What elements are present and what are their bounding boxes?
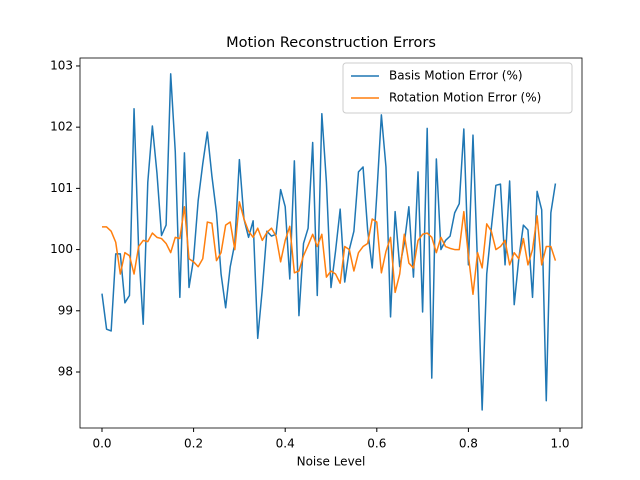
y-tick-label: 100 <box>50 242 73 256</box>
line-series <box>101 73 557 411</box>
y-tick-label: 103 <box>50 58 73 72</box>
x-tick-label: 0.6 <box>367 437 386 451</box>
x-tick-label: 0.8 <box>459 437 478 451</box>
plot-frame <box>79 57 583 429</box>
line-series <box>101 201 557 296</box>
x-axis-label: Noise Level <box>297 455 366 469</box>
x-tick-label: 0.2 <box>184 437 203 451</box>
y-tick-label: 99 <box>58 303 73 317</box>
y-tick-label: 98 <box>58 364 73 378</box>
legend-label: Rotation Motion Error (%) <box>389 91 541 105</box>
legend-label: Basis Motion Error (%) <box>389 69 523 83</box>
x-tick-label: 1.0 <box>550 437 569 451</box>
y-tick-label: 101 <box>50 181 73 195</box>
x-tick-label: 0.0 <box>92 437 111 451</box>
legend-box <box>342 62 573 114</box>
x-tick-label: 0.4 <box>276 437 295 451</box>
chart-title: Motion Reconstruction Errors <box>226 35 436 51</box>
y-tick-label: 102 <box>50 120 73 134</box>
